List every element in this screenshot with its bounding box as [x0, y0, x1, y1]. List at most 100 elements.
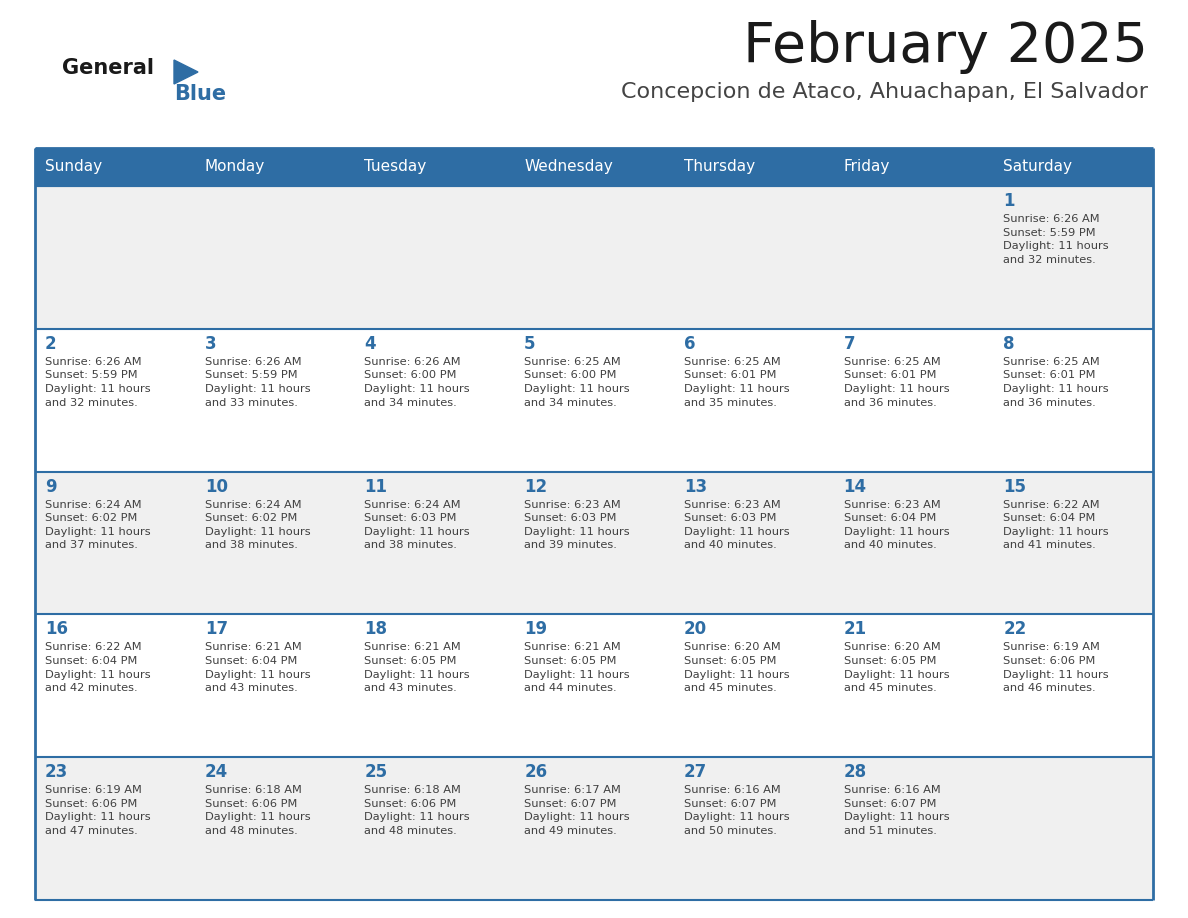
- Bar: [834, 329, 993, 472]
- Bar: [993, 186, 1154, 329]
- Text: 25: 25: [365, 763, 387, 781]
- Bar: [195, 757, 354, 900]
- Text: 9: 9: [45, 477, 57, 496]
- Bar: [993, 757, 1154, 900]
- Text: Sunrise: 6:25 AM
Sunset: 6:01 PM
Daylight: 11 hours
and 35 minutes.: Sunrise: 6:25 AM Sunset: 6:01 PM Dayligh…: [684, 357, 790, 408]
- Text: Sunrise: 6:22 AM
Sunset: 6:04 PM
Daylight: 11 hours
and 41 minutes.: Sunrise: 6:22 AM Sunset: 6:04 PM Dayligh…: [1004, 499, 1108, 551]
- Bar: [834, 757, 993, 900]
- Text: 13: 13: [684, 477, 707, 496]
- Bar: [514, 757, 674, 900]
- Bar: [834, 186, 993, 329]
- Text: 23: 23: [45, 763, 68, 781]
- Text: 2: 2: [45, 335, 57, 353]
- Text: Sunrise: 6:24 AM
Sunset: 6:02 PM
Daylight: 11 hours
and 37 minutes.: Sunrise: 6:24 AM Sunset: 6:02 PM Dayligh…: [45, 499, 151, 551]
- Bar: [354, 329, 514, 472]
- Text: 14: 14: [843, 477, 867, 496]
- Text: 28: 28: [843, 763, 867, 781]
- Text: 1: 1: [1004, 192, 1015, 210]
- Text: Sunrise: 6:26 AM
Sunset: 5:59 PM
Daylight: 11 hours
and 32 minutes.: Sunrise: 6:26 AM Sunset: 5:59 PM Dayligh…: [45, 357, 151, 408]
- Text: Sunrise: 6:16 AM
Sunset: 6:07 PM
Daylight: 11 hours
and 51 minutes.: Sunrise: 6:16 AM Sunset: 6:07 PM Dayligh…: [843, 785, 949, 836]
- Text: Monday: Monday: [204, 160, 265, 174]
- Bar: [993, 472, 1154, 614]
- Text: Sunrise: 6:21 AM
Sunset: 6:04 PM
Daylight: 11 hours
and 43 minutes.: Sunrise: 6:21 AM Sunset: 6:04 PM Dayligh…: [204, 643, 310, 693]
- Bar: [514, 148, 674, 186]
- Text: 11: 11: [365, 477, 387, 496]
- Bar: [674, 186, 834, 329]
- Text: Sunrise: 6:26 AM
Sunset: 5:59 PM
Daylight: 11 hours
and 32 minutes.: Sunrise: 6:26 AM Sunset: 5:59 PM Dayligh…: [1004, 214, 1108, 264]
- Bar: [993, 614, 1154, 757]
- Bar: [674, 148, 834, 186]
- Bar: [34, 614, 195, 757]
- Bar: [674, 757, 834, 900]
- Text: 16: 16: [45, 621, 68, 638]
- Bar: [674, 329, 834, 472]
- Text: Sunrise: 6:18 AM
Sunset: 6:06 PM
Daylight: 11 hours
and 48 minutes.: Sunrise: 6:18 AM Sunset: 6:06 PM Dayligh…: [204, 785, 310, 836]
- Bar: [34, 148, 195, 186]
- Bar: [674, 614, 834, 757]
- Text: Sunrise: 6:23 AM
Sunset: 6:03 PM
Daylight: 11 hours
and 40 minutes.: Sunrise: 6:23 AM Sunset: 6:03 PM Dayligh…: [684, 499, 790, 551]
- Text: Sunrise: 6:25 AM
Sunset: 6:01 PM
Daylight: 11 hours
and 36 minutes.: Sunrise: 6:25 AM Sunset: 6:01 PM Dayligh…: [843, 357, 949, 408]
- Polygon shape: [173, 60, 198, 84]
- Text: 24: 24: [204, 763, 228, 781]
- Text: 10: 10: [204, 477, 228, 496]
- Bar: [354, 472, 514, 614]
- Text: Saturday: Saturday: [1004, 160, 1073, 174]
- Text: Sunrise: 6:26 AM
Sunset: 6:00 PM
Daylight: 11 hours
and 34 minutes.: Sunrise: 6:26 AM Sunset: 6:00 PM Dayligh…: [365, 357, 470, 408]
- Bar: [195, 472, 354, 614]
- Text: Sunrise: 6:22 AM
Sunset: 6:04 PM
Daylight: 11 hours
and 42 minutes.: Sunrise: 6:22 AM Sunset: 6:04 PM Dayligh…: [45, 643, 151, 693]
- Text: 5: 5: [524, 335, 536, 353]
- Bar: [34, 329, 195, 472]
- Text: Concepcion de Ataco, Ahuachapan, El Salvador: Concepcion de Ataco, Ahuachapan, El Salv…: [621, 82, 1148, 102]
- Text: Tuesday: Tuesday: [365, 160, 426, 174]
- Bar: [195, 329, 354, 472]
- Text: Sunrise: 6:23 AM
Sunset: 6:03 PM
Daylight: 11 hours
and 39 minutes.: Sunrise: 6:23 AM Sunset: 6:03 PM Dayligh…: [524, 499, 630, 551]
- Bar: [34, 472, 195, 614]
- Text: Sunrise: 6:20 AM
Sunset: 6:05 PM
Daylight: 11 hours
and 45 minutes.: Sunrise: 6:20 AM Sunset: 6:05 PM Dayligh…: [843, 643, 949, 693]
- Text: Sunrise: 6:24 AM
Sunset: 6:03 PM
Daylight: 11 hours
and 38 minutes.: Sunrise: 6:24 AM Sunset: 6:03 PM Dayligh…: [365, 499, 470, 551]
- Text: Thursday: Thursday: [684, 160, 756, 174]
- Bar: [195, 186, 354, 329]
- Text: Sunrise: 6:17 AM
Sunset: 6:07 PM
Daylight: 11 hours
and 49 minutes.: Sunrise: 6:17 AM Sunset: 6:07 PM Dayligh…: [524, 785, 630, 836]
- Text: Sunrise: 6:16 AM
Sunset: 6:07 PM
Daylight: 11 hours
and 50 minutes.: Sunrise: 6:16 AM Sunset: 6:07 PM Dayligh…: [684, 785, 790, 836]
- Text: 19: 19: [524, 621, 548, 638]
- Bar: [195, 148, 354, 186]
- Bar: [514, 472, 674, 614]
- Text: 7: 7: [843, 335, 855, 353]
- Text: General: General: [62, 58, 154, 78]
- Bar: [514, 186, 674, 329]
- Text: Sunrise: 6:20 AM
Sunset: 6:05 PM
Daylight: 11 hours
and 45 minutes.: Sunrise: 6:20 AM Sunset: 6:05 PM Dayligh…: [684, 643, 790, 693]
- Text: Sunrise: 6:18 AM
Sunset: 6:06 PM
Daylight: 11 hours
and 48 minutes.: Sunrise: 6:18 AM Sunset: 6:06 PM Dayligh…: [365, 785, 470, 836]
- Text: Sunrise: 6:19 AM
Sunset: 6:06 PM
Daylight: 11 hours
and 46 minutes.: Sunrise: 6:19 AM Sunset: 6:06 PM Dayligh…: [1004, 643, 1108, 693]
- Text: 17: 17: [204, 621, 228, 638]
- Text: Sunrise: 6:24 AM
Sunset: 6:02 PM
Daylight: 11 hours
and 38 minutes.: Sunrise: 6:24 AM Sunset: 6:02 PM Dayligh…: [204, 499, 310, 551]
- Bar: [993, 148, 1154, 186]
- Bar: [834, 472, 993, 614]
- Text: 6: 6: [684, 335, 695, 353]
- Bar: [195, 614, 354, 757]
- Text: 20: 20: [684, 621, 707, 638]
- Text: 18: 18: [365, 621, 387, 638]
- Text: Blue: Blue: [173, 84, 226, 104]
- Bar: [514, 614, 674, 757]
- Bar: [993, 329, 1154, 472]
- Bar: [34, 186, 195, 329]
- Text: 4: 4: [365, 335, 377, 353]
- Text: Sunrise: 6:25 AM
Sunset: 6:00 PM
Daylight: 11 hours
and 34 minutes.: Sunrise: 6:25 AM Sunset: 6:00 PM Dayligh…: [524, 357, 630, 408]
- Text: 22: 22: [1004, 621, 1026, 638]
- Bar: [834, 614, 993, 757]
- Text: 15: 15: [1004, 477, 1026, 496]
- Bar: [674, 472, 834, 614]
- Text: Sunrise: 6:19 AM
Sunset: 6:06 PM
Daylight: 11 hours
and 47 minutes.: Sunrise: 6:19 AM Sunset: 6:06 PM Dayligh…: [45, 785, 151, 836]
- Bar: [354, 186, 514, 329]
- Bar: [34, 757, 195, 900]
- Bar: [354, 757, 514, 900]
- Text: February 2025: February 2025: [742, 20, 1148, 74]
- Bar: [514, 329, 674, 472]
- Text: Sunrise: 6:26 AM
Sunset: 5:59 PM
Daylight: 11 hours
and 33 minutes.: Sunrise: 6:26 AM Sunset: 5:59 PM Dayligh…: [204, 357, 310, 408]
- Text: 26: 26: [524, 763, 548, 781]
- Text: 21: 21: [843, 621, 867, 638]
- Text: Sunday: Sunday: [45, 160, 102, 174]
- Text: Sunrise: 6:21 AM
Sunset: 6:05 PM
Daylight: 11 hours
and 43 minutes.: Sunrise: 6:21 AM Sunset: 6:05 PM Dayligh…: [365, 643, 470, 693]
- Text: Sunrise: 6:25 AM
Sunset: 6:01 PM
Daylight: 11 hours
and 36 minutes.: Sunrise: 6:25 AM Sunset: 6:01 PM Dayligh…: [1004, 357, 1108, 408]
- Text: 12: 12: [524, 477, 548, 496]
